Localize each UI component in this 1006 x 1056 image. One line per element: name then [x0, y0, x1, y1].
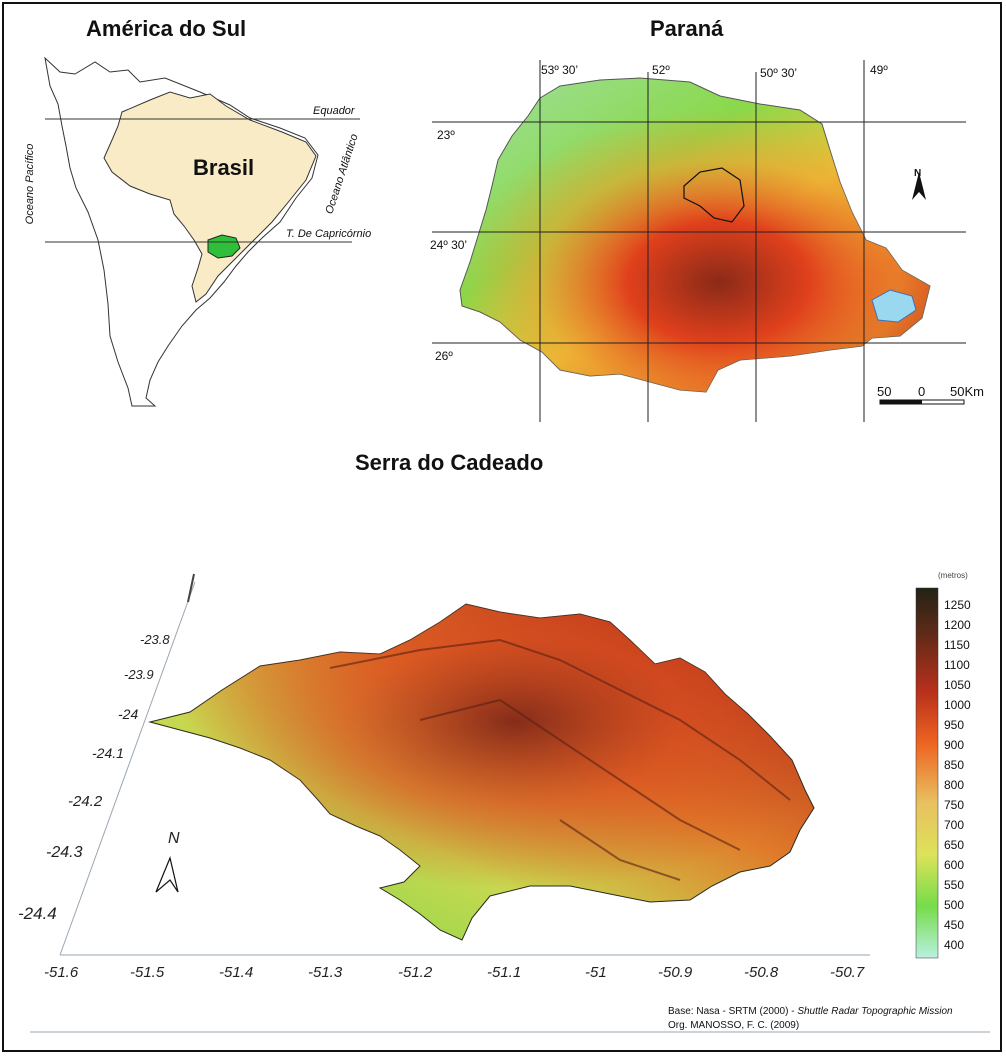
legend-value-label: 650	[944, 838, 965, 852]
legend-value-label: 600	[944, 858, 965, 872]
legend-value-label: 800	[944, 778, 965, 792]
south-america-title: América do Sul	[86, 16, 247, 41]
brasil-label: Brasil	[193, 155, 255, 180]
legend-value-label: 1000	[944, 698, 971, 712]
parana-title: Paraná	[650, 16, 724, 41]
parana-scale-bar	[879, 399, 965, 405]
tropic-label: T. De Capricórnio	[286, 228, 372, 240]
legend-value-label: 1050	[944, 678, 971, 692]
parana-highlight	[207, 234, 241, 259]
longitude-label: 49º	[870, 63, 888, 77]
y-tick: -23.9	[124, 667, 154, 682]
y-tick: -24.3	[46, 844, 83, 861]
study-area-outline	[683, 167, 745, 223]
legend-value-label: 400	[944, 938, 965, 952]
serra-title: Serra do Cadeado	[355, 450, 544, 475]
dem-relief-shading	[150, 604, 814, 940]
parana-relief-shading	[460, 78, 930, 392]
latitude-label: 24º 30’	[430, 238, 468, 252]
elevation-legend-bar	[915, 587, 939, 959]
pacific-ocean-label: Oceano Pacífico	[24, 143, 36, 225]
dem-axes	[59, 581, 870, 956]
equator-label: Equador	[313, 105, 355, 117]
legend-value-label: 850	[944, 758, 965, 772]
y-tick: -24	[118, 706, 139, 722]
dem-ridges	[329, 638, 791, 881]
legend-value-label: 1150	[944, 638, 970, 652]
x-tick: -51.6	[44, 964, 79, 981]
parana-north-label: N	[914, 168, 922, 179]
dem-north-label: N	[168, 830, 180, 847]
legend-value-label: 700	[944, 818, 965, 832]
latitude-label: 23º	[437, 128, 455, 142]
parana-north-arrow-icon	[912, 172, 926, 200]
latitude-label: 26º	[435, 349, 453, 363]
legend-value-label: 900	[944, 738, 965, 752]
credits-mission: Shuttle Radar Topographic Mission	[797, 1006, 953, 1017]
legend-value-label: 550	[944, 878, 965, 892]
y-tick: -24.4	[18, 904, 57, 923]
y-tick: -24.2	[68, 793, 103, 810]
credits-line-2: Org. MANOSSO, F. C. (2009)	[668, 1020, 800, 1031]
x-tick: -50.7	[830, 964, 865, 981]
legend-value-label: 1200	[944, 618, 971, 632]
scale-label: 50Km	[950, 384, 984, 399]
parana-graticule	[432, 60, 966, 422]
brasil-shape	[103, 91, 317, 303]
dem-north-arrow-icon	[155, 856, 179, 893]
x-tick: -51.3	[308, 964, 343, 981]
credits-line-1: Base: Nasa - SRTM (2000) - Shuttle Radar…	[668, 1006, 953, 1017]
x-tick: -51.1	[487, 964, 522, 981]
legend-unit: (metros)	[938, 571, 968, 580]
axis-gizmo-icon	[187, 573, 195, 603]
scale-label: 50	[877, 384, 892, 399]
paranagua-bay	[871, 289, 917, 323]
longitude-label: 53º 30’	[541, 63, 579, 77]
x-tick: -51.5	[130, 964, 165, 981]
longitude-label: 50º 30’	[760, 66, 798, 80]
legend-value-label: 500	[944, 898, 965, 912]
legend-value-label: 950	[944, 718, 965, 732]
x-tick: -50.8	[744, 964, 779, 981]
legend-value-label: 1250	[944, 598, 971, 612]
scale-label: 0	[918, 384, 926, 399]
longitude-label: 52º	[652, 63, 670, 77]
legend-value-label: 450	[944, 918, 965, 932]
y-tick: -23.8	[140, 632, 170, 647]
x-tick: -51.2	[398, 964, 433, 981]
x-tick: -51.4	[219, 964, 254, 981]
legend-value-label: 1100	[944, 658, 970, 672]
legend-value-label: 750	[944, 798, 965, 812]
y-tick: -24.1	[92, 745, 124, 761]
x-tick: -51	[585, 964, 607, 981]
credits-base: Base: Nasa - SRTM (2000) -	[668, 1006, 798, 1017]
x-tick: -50.9	[658, 964, 693, 981]
